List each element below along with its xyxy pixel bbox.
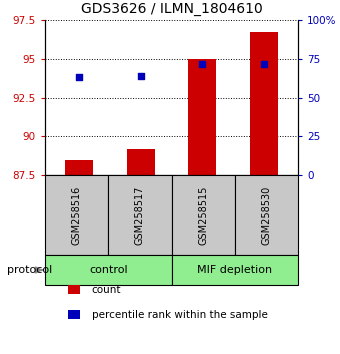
Bar — [188, 59, 216, 175]
Bar — [250, 33, 278, 175]
Text: count: count — [92, 285, 121, 295]
Title: GDS3626 / ILMN_1804610: GDS3626 / ILMN_1804610 — [81, 2, 262, 16]
Text: MIF depletion: MIF depletion — [197, 265, 272, 275]
Text: GSM258530: GSM258530 — [261, 185, 271, 245]
Text: percentile rank within the sample: percentile rank within the sample — [92, 310, 268, 320]
Text: protocol: protocol — [7, 265, 52, 275]
Bar — [65, 160, 93, 175]
Text: GSM258515: GSM258515 — [198, 185, 208, 245]
Text: control: control — [89, 265, 128, 275]
Bar — [127, 149, 155, 175]
Point — [138, 73, 143, 79]
Point — [76, 75, 82, 80]
Text: GSM258517: GSM258517 — [135, 185, 145, 245]
Point — [200, 61, 205, 67]
Text: GSM258516: GSM258516 — [72, 185, 82, 245]
Point — [261, 61, 267, 67]
